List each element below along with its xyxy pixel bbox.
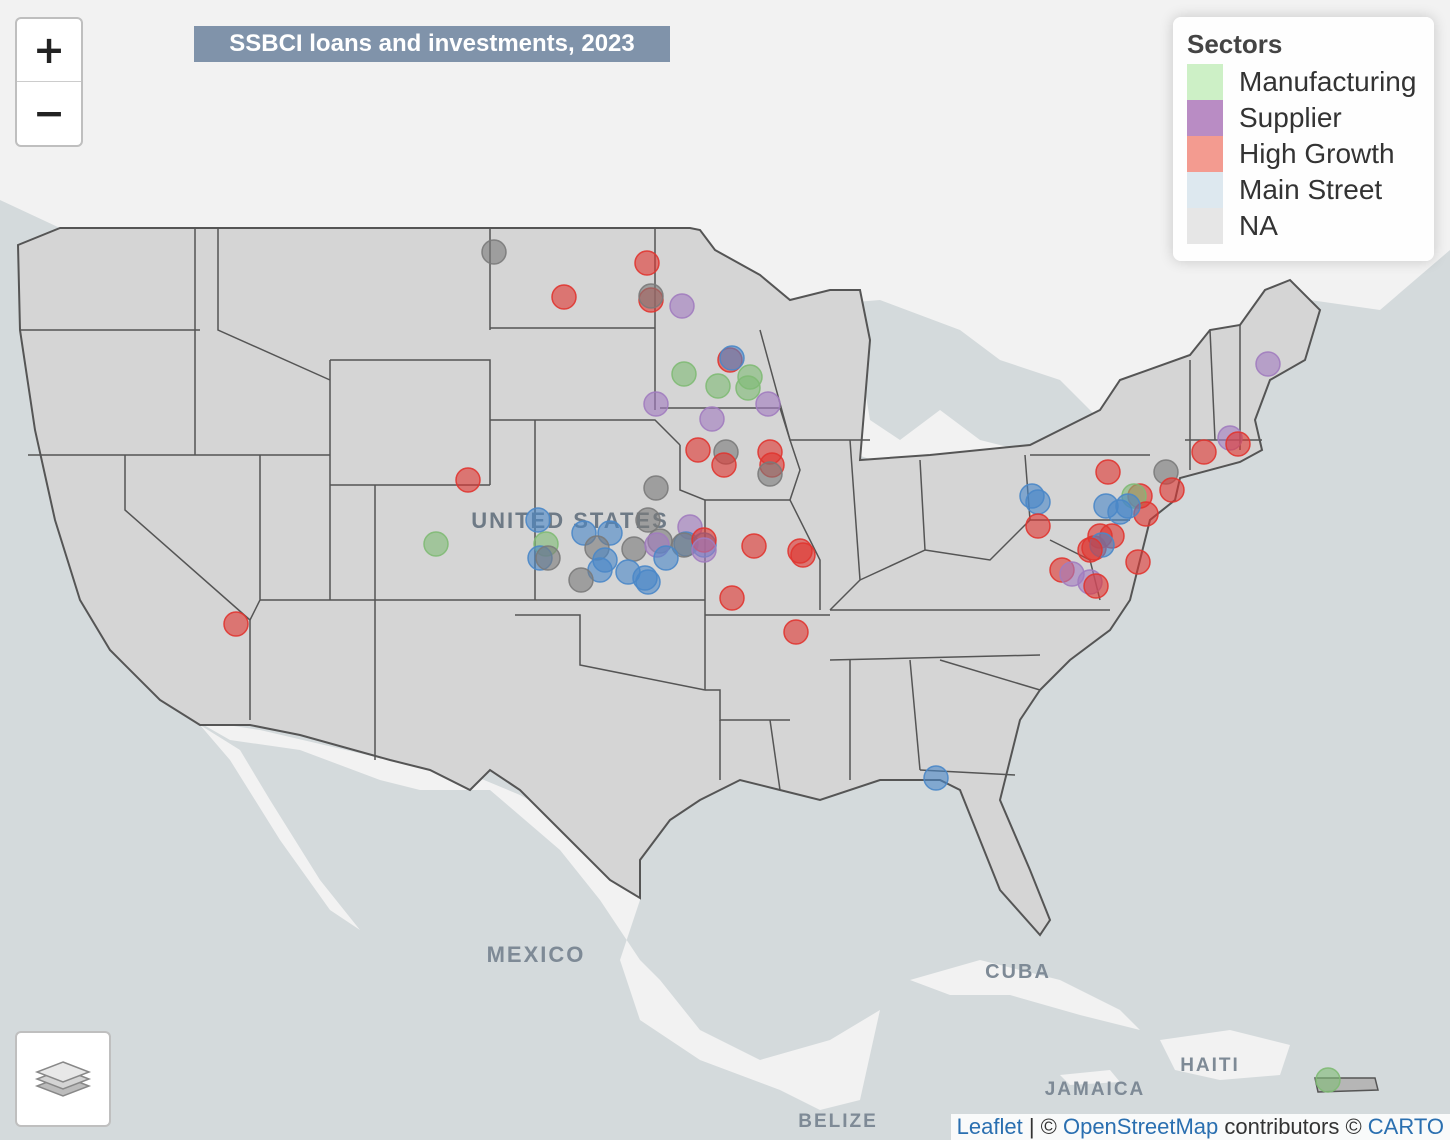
- map-marker[interactable]: [525, 507, 551, 533]
- map-marker[interactable]: [685, 437, 711, 463]
- map-marker[interactable]: [635, 507, 661, 533]
- map-marker[interactable]: [551, 284, 577, 310]
- map-marker[interactable]: [535, 545, 561, 571]
- label-cuba: CUBA: [985, 961, 1051, 983]
- layers-icon: [34, 1061, 92, 1097]
- map-marker[interactable]: [481, 239, 507, 265]
- map-marker[interactable]: [621, 536, 647, 562]
- hispaniola-land: [1160, 1030, 1290, 1080]
- map-marker[interactable]: [923, 765, 949, 791]
- legend-item-na: NA: [1187, 208, 1420, 244]
- map-marker[interactable]: [719, 585, 745, 611]
- map-marker[interactable]: [757, 461, 783, 487]
- baja-land: [200, 725, 360, 930]
- state-boundaries: [20, 228, 1262, 791]
- mexico-land: [195, 720, 880, 1110]
- legend-title: Sectors: [1187, 29, 1283, 59]
- legend-item-supplier: Supplier: [1187, 100, 1420, 136]
- map-marker[interactable]: [790, 542, 816, 568]
- map-marker[interactable]: [568, 567, 594, 593]
- map-marker[interactable]: [635, 569, 661, 595]
- map-marker[interactable]: [719, 345, 745, 371]
- map-marker[interactable]: [455, 467, 481, 493]
- legend-label: Manufacturing: [1239, 66, 1417, 97]
- label-mexico: MEXICO: [487, 942, 586, 967]
- attribution-mid: contributors ©: [1218, 1114, 1368, 1139]
- legend-label: Supplier: [1239, 102, 1342, 133]
- map-marker[interactable]: [1159, 477, 1185, 503]
- map-marker[interactable]: [735, 375, 761, 401]
- zoom-out-button[interactable]: −: [17, 81, 81, 144]
- map-marker[interactable]: [755, 391, 781, 417]
- legend-item-main-street: Main Street: [1187, 172, 1420, 208]
- map-marker[interactable]: [653, 545, 679, 571]
- map-marker[interactable]: [783, 619, 809, 645]
- map-title: SSBCI loans and investments, 2023: [194, 26, 670, 62]
- legend-item-high-growth: High Growth: [1187, 136, 1420, 172]
- label-united-states: UNITED STATES: [471, 508, 669, 533]
- map-marker[interactable]: [711, 452, 737, 478]
- markers-layer: [223, 239, 1341, 1093]
- legend-swatch: [1187, 172, 1223, 208]
- layers-control-button[interactable]: [15, 1031, 111, 1127]
- map-marker[interactable]: [1083, 573, 1109, 599]
- label-belize: BELIZE: [798, 1111, 878, 1132]
- canada-land: [0, 0, 1450, 470]
- map-marker[interactable]: [699, 406, 725, 432]
- map-marker[interactable]: [423, 531, 449, 557]
- leaflet-link[interactable]: Leaflet: [956, 1114, 1023, 1139]
- map-marker[interactable]: [643, 475, 669, 501]
- map-marker[interactable]: [1095, 459, 1121, 485]
- jamaica-land: [1060, 1070, 1120, 1085]
- usa-land: [16, 227, 1322, 937]
- legend-swatch: [1187, 100, 1223, 136]
- osm-link[interactable]: OpenStreetMap: [1062, 1114, 1219, 1139]
- map-marker[interactable]: [1077, 537, 1103, 563]
- carto-link[interactable]: CARTO: [1367, 1114, 1444, 1139]
- map-marker[interactable]: [1191, 439, 1217, 465]
- attribution-sep: | ©: [1022, 1114, 1063, 1139]
- map-marker[interactable]: [643, 391, 669, 417]
- map-marker[interactable]: [1315, 1067, 1341, 1093]
- map-marker[interactable]: [1255, 351, 1281, 377]
- map-marker[interactable]: [1025, 513, 1051, 539]
- map-marker[interactable]: [223, 611, 249, 637]
- map-marker[interactable]: [705, 373, 731, 399]
- legend-swatch: [1187, 136, 1223, 172]
- legend-swatch: [1187, 208, 1223, 244]
- map-marker[interactable]: [741, 533, 767, 559]
- legend-item-manufacturing: Manufacturing: [1187, 64, 1420, 100]
- zoom-in-button[interactable]: +: [33, 28, 65, 72]
- map-marker[interactable]: [1225, 431, 1251, 457]
- legend: Sectors Manufacturing Supplier High Grow…: [1173, 17, 1434, 261]
- map-marker[interactable]: [1125, 549, 1151, 575]
- map-marker[interactable]: [634, 250, 660, 276]
- map-marker[interactable]: [1025, 489, 1051, 515]
- legend-label: NA: [1239, 210, 1278, 241]
- legend-label: Main Street: [1239, 174, 1383, 205]
- label-haiti: HAITI: [1180, 1055, 1240, 1076]
- map-marker[interactable]: [671, 361, 697, 387]
- label-jamaica: JAMAICA: [1045, 1079, 1146, 1100]
- map-marker[interactable]: [1115, 493, 1141, 519]
- legend-label: High Growth: [1239, 138, 1395, 169]
- cuba-land: [910, 960, 1140, 1030]
- map-marker[interactable]: [669, 293, 695, 319]
- zoom-control: + −: [15, 17, 83, 147]
- attribution: Leaflet | © OpenStreetMap contributors ©…: [950, 1114, 1450, 1140]
- map-marker[interactable]: [638, 283, 664, 309]
- map-marker[interactable]: [691, 537, 717, 563]
- legend-swatch: [1187, 64, 1223, 100]
